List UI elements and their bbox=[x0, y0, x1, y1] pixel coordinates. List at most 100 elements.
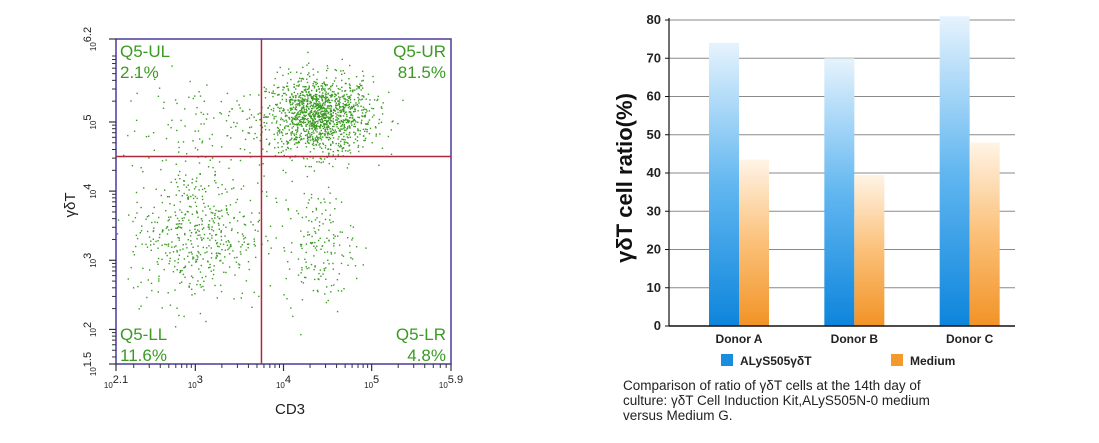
flow-dot bbox=[329, 118, 332, 120]
flow-dot bbox=[187, 198, 189, 200]
bar-category-label: Donor B bbox=[831, 332, 879, 346]
flow-dot bbox=[300, 125, 303, 127]
flow-dot bbox=[343, 132, 345, 134]
flow-dot bbox=[290, 78, 292, 81]
flow-dot bbox=[305, 106, 308, 108]
flow-dot bbox=[308, 94, 310, 97]
flow-dot bbox=[174, 265, 176, 268]
flow-dot bbox=[348, 103, 350, 106]
flow-dot bbox=[306, 140, 309, 142]
flow-dot bbox=[211, 252, 213, 255]
flow-dot bbox=[326, 132, 329, 134]
flow-dot bbox=[298, 96, 300, 98]
flow-dot bbox=[300, 78, 303, 80]
flow-dot bbox=[342, 121, 345, 124]
flow-dot bbox=[176, 269, 178, 271]
flow-dot bbox=[196, 106, 198, 109]
flow-dot bbox=[296, 124, 298, 126]
flow-dot bbox=[309, 139, 311, 141]
flow-dot bbox=[134, 74, 137, 76]
flow-dot bbox=[314, 113, 317, 116]
flow-dot bbox=[349, 86, 351, 89]
flow-dot bbox=[249, 126, 251, 129]
flow-dot bbox=[319, 104, 321, 106]
flow-dot bbox=[323, 107, 326, 110]
flow-dot bbox=[214, 173, 216, 176]
flow-dot bbox=[308, 234, 311, 236]
flow-dot bbox=[201, 238, 203, 241]
flow-dot bbox=[336, 126, 338, 128]
flow-dot bbox=[288, 268, 291, 270]
flow-dot bbox=[161, 160, 164, 162]
flow-dot bbox=[373, 99, 376, 101]
flow-dot bbox=[304, 118, 306, 120]
flow-dot bbox=[157, 257, 160, 260]
flow-dot bbox=[328, 162, 330, 165]
flow-dot bbox=[147, 279, 149, 281]
quadrant-ll-name: Q5-LL bbox=[120, 325, 167, 344]
flow-dot bbox=[208, 226, 210, 228]
flow-dot bbox=[343, 135, 345, 138]
flow-dot bbox=[321, 147, 323, 150]
flow-dot bbox=[358, 98, 360, 100]
flow-dot bbox=[188, 189, 190, 191]
flow-dot bbox=[294, 95, 297, 97]
flow-dot bbox=[346, 127, 349, 130]
bar-y-tick-label: 80 bbox=[647, 12, 661, 27]
flow-dot bbox=[347, 100, 350, 102]
flow-dot bbox=[309, 93, 311, 95]
flow-dot bbox=[275, 197, 277, 199]
flow-dot bbox=[308, 115, 311, 117]
flow-dot bbox=[293, 112, 295, 115]
flow-dot bbox=[276, 103, 278, 106]
flow-dot bbox=[302, 66, 304, 69]
flow-dot bbox=[365, 128, 367, 130]
flow-dot bbox=[301, 100, 303, 103]
flow-dot bbox=[171, 241, 173, 243]
flow-dot bbox=[208, 220, 211, 222]
flow-dot bbox=[314, 106, 316, 108]
bar-y-tick-label: 50 bbox=[647, 127, 661, 142]
flow-dot bbox=[317, 115, 319, 118]
flow-dot bbox=[353, 98, 356, 101]
flow-dot bbox=[188, 96, 190, 98]
flow-dot bbox=[315, 111, 318, 113]
flow-dot bbox=[300, 91, 303, 93]
flow-dot bbox=[364, 130, 366, 132]
flow-dot bbox=[334, 93, 337, 96]
flow-dot bbox=[305, 206, 308, 209]
flow-dot bbox=[213, 265, 215, 267]
flow-dot bbox=[339, 130, 342, 132]
flow-dot bbox=[184, 108, 186, 110]
flow-dot bbox=[299, 92, 302, 95]
flow-dot bbox=[289, 101, 292, 103]
flow-dot bbox=[378, 118, 381, 121]
flow-dot bbox=[190, 243, 193, 245]
flow-dot bbox=[297, 274, 300, 276]
flow-dot bbox=[201, 195, 204, 198]
flow-dot bbox=[158, 216, 160, 219]
flow-dot bbox=[330, 251, 332, 254]
flow-dot bbox=[167, 245, 170, 247]
flow-dot bbox=[289, 100, 291, 103]
flow-dot bbox=[336, 119, 338, 121]
flow-dot bbox=[301, 110, 303, 112]
flow-dot bbox=[263, 86, 265, 89]
flow-dot bbox=[332, 262, 334, 265]
flow-dot bbox=[255, 119, 257, 122]
flow-dot bbox=[380, 121, 383, 123]
flow-dot bbox=[317, 98, 319, 100]
flow-dot bbox=[358, 102, 360, 104]
flow-dot bbox=[371, 142, 373, 144]
flow-dot bbox=[283, 250, 286, 252]
flow-dot bbox=[289, 71, 292, 73]
flow-dot bbox=[201, 220, 203, 222]
flow-dot bbox=[340, 110, 343, 113]
flow-dot bbox=[343, 123, 345, 126]
flow-dot bbox=[318, 278, 320, 281]
flow-dot bbox=[186, 247, 188, 249]
flow-dot bbox=[219, 243, 222, 245]
flow-dot bbox=[184, 213, 187, 215]
flow-dot bbox=[242, 185, 245, 187]
flow-dot bbox=[145, 136, 148, 138]
